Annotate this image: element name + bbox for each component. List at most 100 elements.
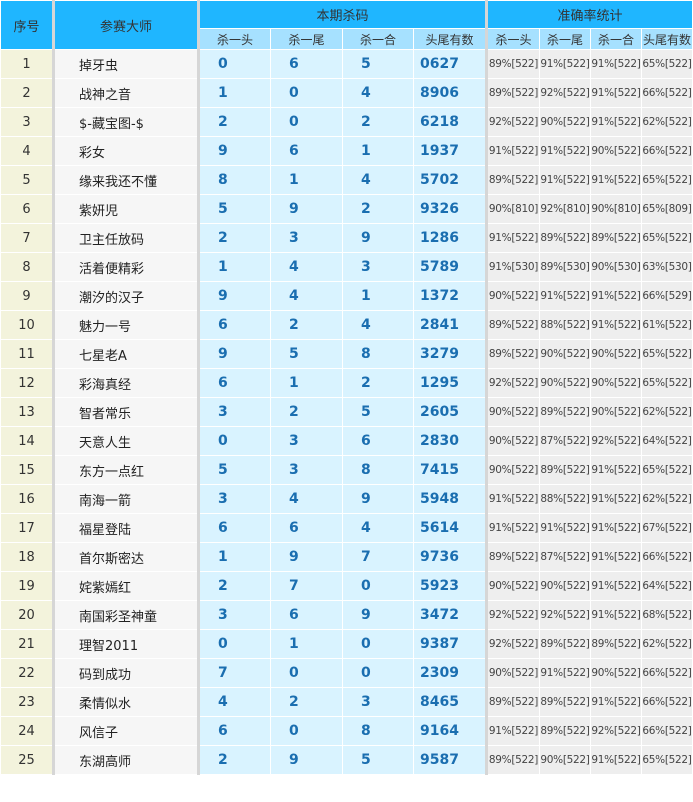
row-id: 4 <box>0 136 54 166</box>
stat-sum: 91%[522] <box>590 107 643 137</box>
kill-tail: 6 <box>270 49 343 79</box>
stat-sum: 91%[522] <box>590 600 643 630</box>
stat-tail: 90%[522] <box>539 107 592 137</box>
kill-headtail: 9164 <box>412 716 488 746</box>
kill-tail: 6 <box>270 600 343 630</box>
table-row: 24 风信子 6 0 8 9164 91%[522] 89%[522] 92%[522] 66%[… <box>0 716 693 746</box>
kill-headtail: 6218 <box>412 107 488 137</box>
stat-headtail: 65%[522] <box>641 745 693 775</box>
kill-head: 0 <box>197 426 271 456</box>
row-id: 12 <box>0 368 54 398</box>
expert-name: 福星登陆 <box>52 513 199 543</box>
kill-headtail: 3472 <box>412 600 488 630</box>
kill-tail: 0 <box>270 78 343 108</box>
kill-head: 1 <box>197 78 271 108</box>
table-row: 25 东湖高师 2 9 5 9587 89%[522] 90%[522] 91%[522] 65%… <box>0 745 693 775</box>
expert-name: 东方一点红 <box>52 455 199 485</box>
stat-sum: 91%[522] <box>590 513 643 543</box>
kill-headtail: 5948 <box>412 484 488 514</box>
stat-head: 91%[530] <box>485 252 541 282</box>
stat-tail: 91%[522] <box>539 49 592 79</box>
kill-tail: 0 <box>270 716 343 746</box>
kill-sum: 9 <box>342 223 414 253</box>
kill-sum: 7 <box>342 542 414 572</box>
expert-name: 风信子 <box>52 716 199 746</box>
kill-headtail: 1295 <box>412 368 488 398</box>
stat-head: 89%[522] <box>485 339 541 369</box>
stat-headtail: 67%[522] <box>641 513 693 543</box>
kill-tail: 5 <box>270 339 343 369</box>
stat-head: 91%[522] <box>485 484 541 514</box>
stat-head: 90%[522] <box>485 571 541 601</box>
kill-head: 3 <box>197 484 271 514</box>
stat-headtail: 66%[522] <box>641 658 693 688</box>
row-id: 23 <box>0 687 54 717</box>
table-row: 1 掉牙虫 0 6 5 0627 89%[522] 91%[522] 91%[522] 65%[5… <box>0 49 693 79</box>
kill-sum: 0 <box>342 658 414 688</box>
kill-head: 0 <box>197 629 271 659</box>
stat-head: 92%[522] <box>485 600 541 630</box>
stat-sum: 91%[522] <box>590 687 643 717</box>
stat-tail: 90%[522] <box>539 571 592 601</box>
stat-headtail: 65%[522] <box>641 165 693 195</box>
stat-head: 89%[522] <box>485 542 541 572</box>
stat-headtail: 66%[522] <box>641 716 693 746</box>
kill-headtail: 1372 <box>412 281 488 311</box>
kill-headtail: 9326 <box>412 194 488 224</box>
stat-sum: 91%[522] <box>590 542 643 572</box>
row-id: 7 <box>0 223 54 253</box>
header-stat-sum: 杀一合 <box>590 28 643 50</box>
stat-tail: 91%[522] <box>539 658 592 688</box>
kill-sum: 8 <box>342 716 414 746</box>
kill-tail: 2 <box>270 687 343 717</box>
table-row: 21 理智2011 0 1 0 9387 92%[522] 89%[522] 89%[522] 6… <box>0 629 693 659</box>
kill-sum: 9 <box>342 600 414 630</box>
row-id: 2 <box>0 78 54 108</box>
table-body: 1 掉牙虫 0 6 5 0627 89%[522] 91%[522] 91%[522] 65%[5… <box>0 49 693 775</box>
kill-headtail: 2605 <box>412 397 488 427</box>
stat-tail: 88%[522] <box>539 484 592 514</box>
kill-sum: 4 <box>342 310 414 340</box>
expert-name: 七星老A <box>52 339 199 369</box>
expert-name: 南国彩圣神童 <box>52 600 199 630</box>
kill-sum: 9 <box>342 484 414 514</box>
stat-tail: 87%[522] <box>539 426 592 456</box>
header-stat-head: 杀一头 <box>485 28 541 50</box>
stat-sum: 89%[522] <box>590 223 643 253</box>
header-kill-head: 杀一头 <box>197 28 271 50</box>
row-id: 6 <box>0 194 54 224</box>
stat-sum: 92%[522] <box>590 716 643 746</box>
table-row: 15 东方一点红 5 3 8 7415 90%[522] 89%[522] 91%[522] 65… <box>0 455 693 485</box>
stat-head: 90%[522] <box>485 281 541 311</box>
stat-head: 89%[522] <box>485 165 541 195</box>
kill-headtail: 2841 <box>412 310 488 340</box>
row-id: 14 <box>0 426 54 456</box>
row-id: 1 <box>0 49 54 79</box>
stat-headtail: 66%[522] <box>641 542 693 572</box>
kill-sum: 0 <box>342 629 414 659</box>
stat-tail: 91%[522] <box>539 165 592 195</box>
stat-headtail: 62%[522] <box>641 484 693 514</box>
kill-sum: 2 <box>342 194 414 224</box>
kill-headtail: 7415 <box>412 455 488 485</box>
expert-name: 南海一箭 <box>52 484 199 514</box>
table-row: 23 柔情似水 4 2 3 8465 89%[522] 89%[522] 91%[522] 66%… <box>0 687 693 717</box>
expert-name: 彩海真经 <box>52 368 199 398</box>
stat-headtail: 66%[529] <box>641 281 693 311</box>
stat-sum: 90%[530] <box>590 252 643 282</box>
stat-sum: 91%[522] <box>590 571 643 601</box>
kill-tail: 2 <box>270 397 343 427</box>
table-row: 11 七星老A 9 5 8 3279 89%[522] 90%[522] 90%[522] 65%… <box>0 339 693 369</box>
table-row: 16 南海一箭 3 4 9 5948 91%[522] 88%[522] 91%[522] 62%… <box>0 484 693 514</box>
stat-head: 90%[522] <box>485 397 541 427</box>
row-id: 3 <box>0 107 54 137</box>
stat-headtail: 65%[522] <box>641 223 693 253</box>
row-id: 10 <box>0 310 54 340</box>
kill-tail: 6 <box>270 136 343 166</box>
stat-head: 92%[522] <box>485 629 541 659</box>
kill-tail: 2 <box>270 310 343 340</box>
kill-tail: 0 <box>270 658 343 688</box>
stat-sum: 91%[522] <box>590 745 643 775</box>
stat-headtail: 64%[522] <box>641 571 693 601</box>
expert-name: 彩女 <box>52 136 199 166</box>
